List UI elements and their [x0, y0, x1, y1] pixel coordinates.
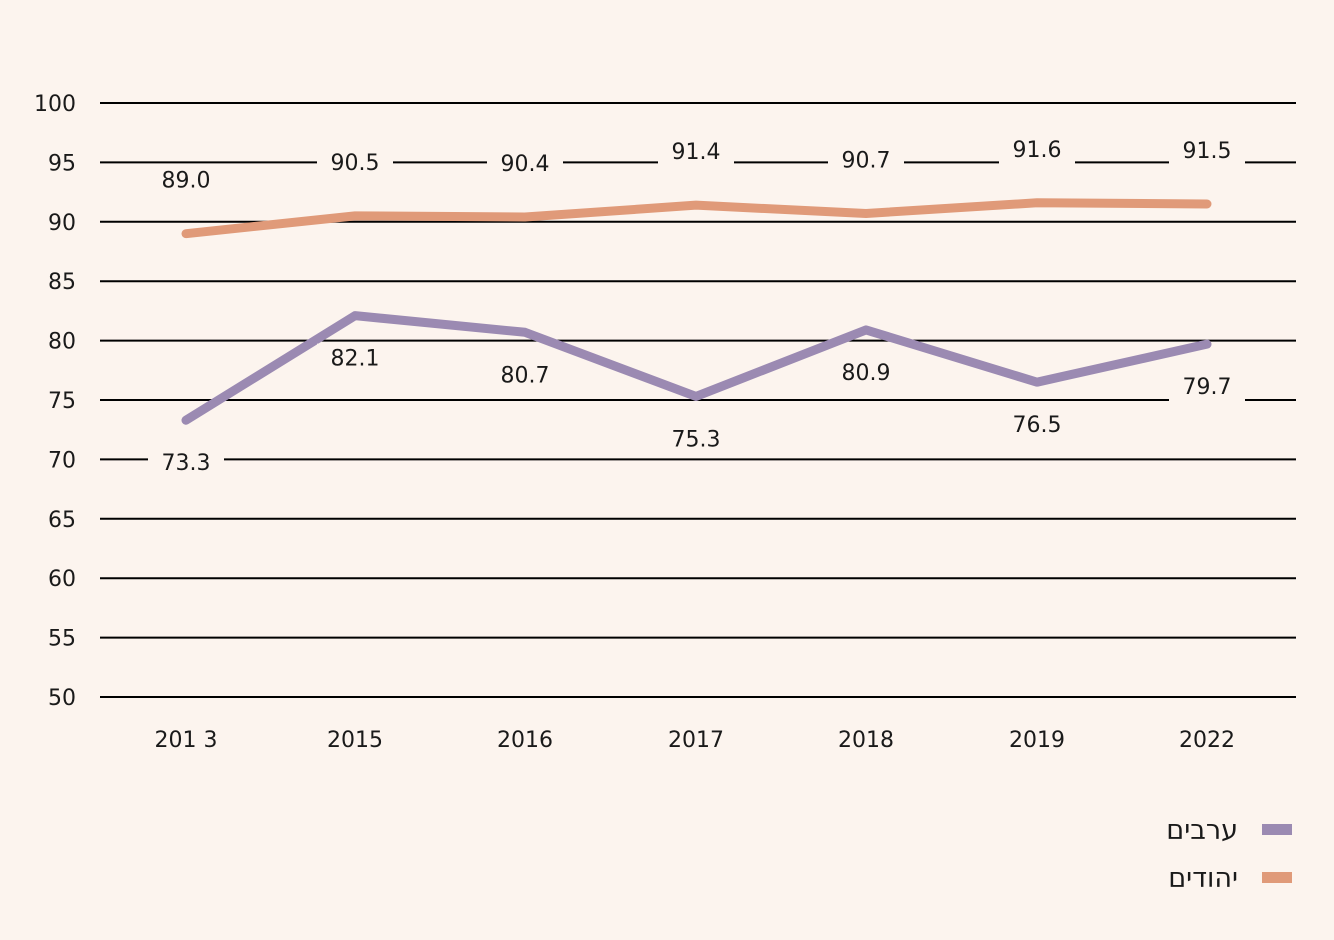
series-lines — [181, 198, 1212, 425]
legend: ערבים יהודים — [1166, 815, 1292, 894]
data-labels: 89.0 90.5 90.4 91.4 90.7 91.6 91.5 73.3 82.1 80.7… — [148, 134, 1245, 479]
x-tick-label: 2019 — [1009, 728, 1065, 753]
data-label-bg — [487, 149, 563, 180]
y-tick-label: 50 — [48, 686, 76, 711]
data-label: 90.5 — [331, 151, 380, 176]
y-tick-label: 90 — [48, 211, 76, 236]
x-tick-label: 2017 — [668, 728, 724, 753]
data-label-bg — [148, 165, 224, 196]
data-label: 82.1 — [331, 347, 380, 372]
y-tick-label: 60 — [48, 567, 76, 592]
series-line-arabs — [181, 311, 1212, 425]
y-tick-label: 55 — [48, 627, 76, 652]
x-tick-label: 2016 — [497, 728, 553, 753]
data-label: 79.7 — [1183, 375, 1232, 400]
y-tick-label: 70 — [48, 448, 76, 473]
legend-swatch-jews — [1262, 872, 1292, 883]
data-label: 91.5 — [1183, 139, 1232, 164]
y-tick-label: 65 — [48, 508, 76, 533]
x-tick-label: 2018 — [838, 728, 894, 753]
data-label: 75.3 — [672, 427, 721, 452]
x-tick-label: 2022 — [1179, 728, 1235, 753]
data-label: 91.4 — [672, 140, 721, 165]
data-label-bg — [828, 145, 904, 176]
data-label-bg — [658, 424, 734, 455]
legend-label-jews: יהודים — [1168, 863, 1238, 894]
y-axis-ticks: 100 95 90 85 80 75 70 65 60 55 50 — [34, 92, 76, 711]
y-tick-label: 75 — [48, 389, 76, 414]
data-label-bg — [999, 134, 1075, 165]
y-tick-label: 100 — [34, 92, 76, 117]
data-label: 80.7 — [501, 363, 550, 388]
y-tick-label: 95 — [48, 151, 76, 176]
x-tick-label: 2015 — [327, 728, 383, 753]
data-label: 89.0 — [162, 169, 211, 194]
y-tick-label: 85 — [48, 270, 76, 295]
data-label-bg — [828, 357, 904, 388]
data-label-bg — [999, 410, 1075, 441]
data-label-bg — [1169, 372, 1245, 403]
legend-swatch-arabs — [1262, 824, 1292, 835]
x-axis-ticks: 201 3 2015 2016 2017 2018 2019 2022 — [155, 728, 1235, 753]
y-tick-label: 80 — [48, 330, 76, 355]
data-label: 80.9 — [842, 361, 891, 386]
data-label: 76.5 — [1013, 413, 1062, 438]
data-label: 91.6 — [1013, 138, 1062, 163]
series-line-jews — [181, 198, 1212, 239]
data-label-bg — [1169, 135, 1245, 166]
data-label: 73.3 — [162, 451, 211, 476]
data-label-bg — [148, 448, 224, 479]
data-label-bg — [317, 343, 393, 374]
data-label: 90.4 — [501, 152, 550, 177]
data-label-bg — [658, 137, 734, 168]
data-label-bg — [487, 360, 563, 391]
legend-label-arabs: ערבים — [1166, 815, 1238, 846]
data-label-bg — [317, 147, 393, 178]
data-label: 90.7 — [842, 148, 891, 173]
x-tick-label: 201 3 — [155, 728, 218, 753]
